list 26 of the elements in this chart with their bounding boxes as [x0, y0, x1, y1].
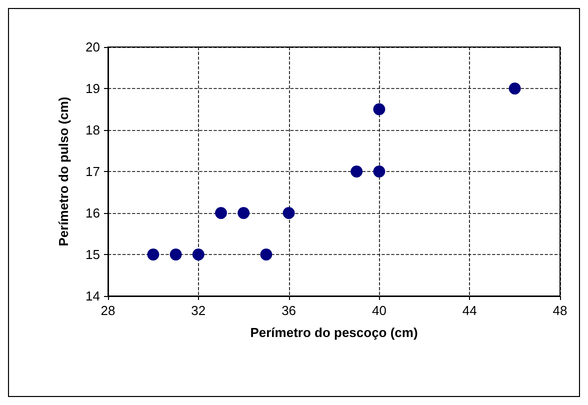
point [260, 248, 272, 260]
x-tick-label: 40 [372, 303, 386, 318]
y-tick-label: 15 [86, 247, 100, 262]
y-tick-label: 14 [86, 288, 100, 304]
y-tick-label: 20 [86, 40, 100, 54]
point [508, 82, 521, 94]
point [373, 103, 386, 116]
point [192, 248, 204, 260]
y-axis-title: Perímetro do pulso (cm) [56, 96, 71, 246]
point [350, 166, 363, 178]
y-tick-label: 17 [86, 164, 100, 179]
point [215, 207, 227, 219]
y-tick-label: 18 [86, 122, 100, 138]
x-tick-label: 44 [462, 303, 477, 318]
y-tick-label: 16 [86, 206, 100, 220]
x-tick-label: 36 [282, 303, 296, 318]
point [238, 207, 250, 219]
point [147, 248, 160, 260]
point [373, 166, 386, 178]
x-axis-title: Perímetro do pescoço (cm) [250, 325, 418, 340]
x-tick-label: 48 [552, 303, 568, 318]
y-tick-label: 19 [86, 81, 100, 96]
x-tick-label: 32 [191, 303, 206, 318]
point [170, 248, 182, 260]
point [282, 207, 295, 219]
x-tick-label: 28 [100, 303, 116, 318]
